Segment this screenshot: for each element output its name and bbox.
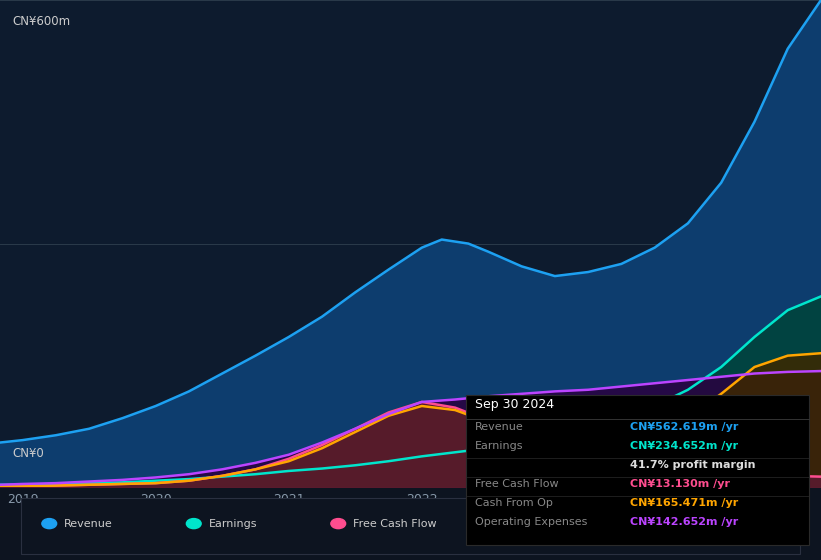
Text: Operating Expenses: Operating Expenses (475, 517, 588, 527)
Text: Sep 30 2024: Sep 30 2024 (475, 398, 554, 410)
Text: Cash From Op: Cash From Op (498, 519, 576, 529)
Text: 41.7% profit margin: 41.7% profit margin (630, 460, 755, 470)
Text: CN¥13.130m /yr: CN¥13.130m /yr (630, 479, 730, 489)
Text: Operating Expenses: Operating Expenses (642, 519, 754, 529)
Text: CN¥562.619m /yr: CN¥562.619m /yr (630, 422, 738, 432)
Text: Free Cash Flow: Free Cash Flow (353, 519, 437, 529)
Text: CN¥142.652m /yr: CN¥142.652m /yr (630, 517, 738, 527)
Text: CN¥600m: CN¥600m (12, 15, 71, 27)
Text: Earnings: Earnings (209, 519, 257, 529)
Text: CN¥234.652m /yr: CN¥234.652m /yr (630, 441, 738, 451)
Text: CN¥0: CN¥0 (12, 447, 44, 460)
Text: Revenue: Revenue (64, 519, 112, 529)
Text: Free Cash Flow: Free Cash Flow (475, 479, 559, 489)
Text: Revenue: Revenue (475, 422, 524, 432)
Text: Cash From Op: Cash From Op (475, 498, 553, 508)
Text: CN¥165.471m /yr: CN¥165.471m /yr (630, 498, 738, 508)
Text: Earnings: Earnings (475, 441, 524, 451)
